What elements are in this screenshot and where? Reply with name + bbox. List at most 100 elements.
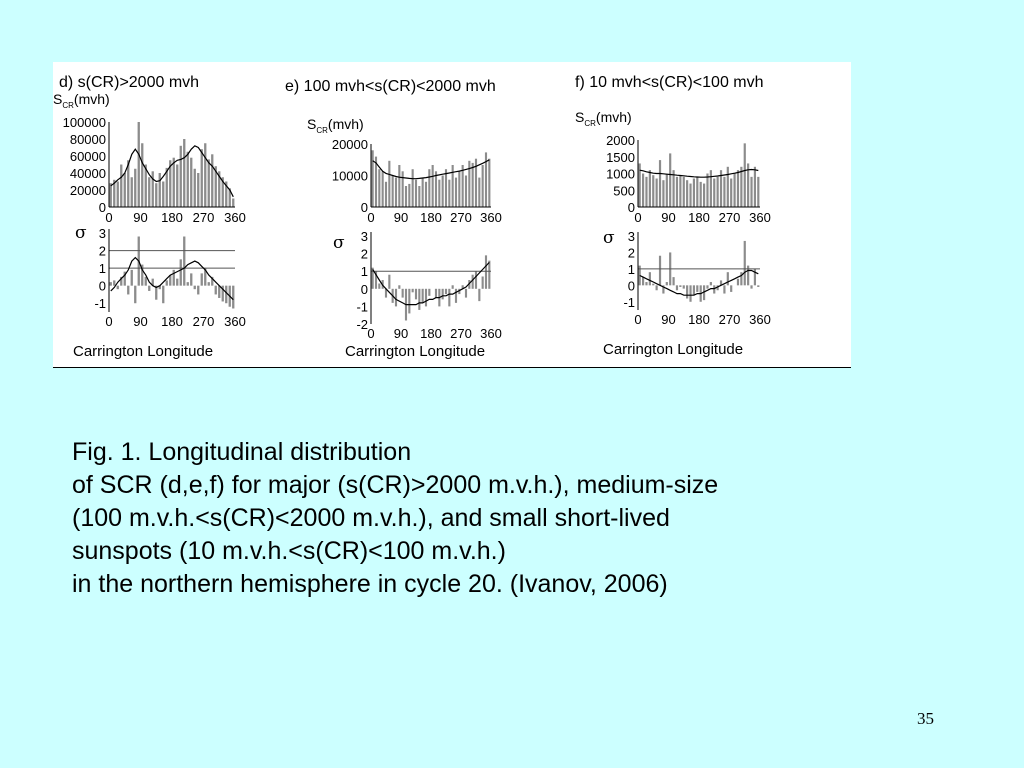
upper-xtick-label: 270 bbox=[450, 210, 472, 225]
upper-bar bbox=[127, 160, 130, 207]
sigma-bar bbox=[179, 259, 182, 286]
sigma-ylabel: σ bbox=[333, 233, 345, 253]
sigma-bar bbox=[672, 277, 675, 286]
caption-line-3: (100 m.v.h.<s(CR)<2000 m.v.h.), and smal… bbox=[72, 504, 670, 532]
upper-bar bbox=[130, 177, 133, 207]
sigma-bar bbox=[190, 273, 193, 286]
sigma-xtick-label: 270 bbox=[193, 314, 215, 329]
upper-ytick-label: 2000 bbox=[606, 133, 635, 148]
upper-bar bbox=[689, 183, 692, 207]
upper-bar bbox=[641, 173, 645, 207]
upper-ytick-label: 40000 bbox=[70, 166, 106, 181]
upper-bar bbox=[137, 122, 140, 207]
upper-bar bbox=[484, 152, 488, 207]
upper-ytick-label: 0 bbox=[99, 200, 106, 215]
sigma-bar bbox=[716, 285, 719, 291]
sigma-bar bbox=[148, 285, 151, 291]
sigma-ytick-label: 3 bbox=[361, 229, 368, 244]
upper-ytick-label: 1500 bbox=[606, 150, 635, 165]
sigma-bar bbox=[723, 285, 726, 294]
sigma-ytick-label: -1 bbox=[623, 295, 635, 310]
sigma-bar bbox=[743, 240, 746, 286]
sigma-bar bbox=[428, 288, 431, 296]
sigma-bar bbox=[378, 283, 381, 289]
upper-bar bbox=[144, 164, 147, 207]
upper-bar bbox=[116, 181, 119, 207]
sigma-bar bbox=[398, 285, 401, 289]
sigma-bar bbox=[176, 278, 179, 286]
sigma-ytick-label: 2 bbox=[99, 244, 106, 259]
upper-xtick-label: 90 bbox=[661, 210, 675, 225]
upper-ylabel: SCR(mvh) bbox=[575, 109, 632, 128]
upper-bar bbox=[709, 170, 712, 207]
sigma-ytick-label: 0 bbox=[361, 282, 368, 297]
sigma-xtick-label: 270 bbox=[450, 326, 472, 341]
upper-bar bbox=[141, 143, 144, 207]
sigma-bar bbox=[665, 282, 668, 286]
upper-ytick-label: 20000 bbox=[332, 137, 368, 152]
upper-ytick-label: 80000 bbox=[70, 132, 106, 147]
upper-bar bbox=[451, 165, 454, 207]
sigma-bar bbox=[468, 280, 471, 289]
sigma-bar bbox=[709, 282, 712, 286]
sigma-bar bbox=[374, 271, 378, 289]
sigma-ylabel: σ bbox=[75, 223, 87, 243]
upper-bar bbox=[658, 160, 662, 207]
sigma-bar bbox=[658, 255, 662, 286]
sigma-ytick-label: 3 bbox=[628, 229, 635, 244]
sigma-bar bbox=[488, 260, 491, 289]
sigma-bar bbox=[736, 278, 740, 286]
sigma-bar bbox=[747, 265, 750, 286]
sigma-bar bbox=[116, 285, 119, 290]
sigma-bar bbox=[454, 288, 458, 303]
upper-bar bbox=[448, 179, 451, 207]
upper-bar bbox=[384, 181, 388, 207]
sigma-bar bbox=[444, 288, 448, 295]
sigma-bar bbox=[655, 285, 658, 291]
chart-title: f) 10 mvh<s(CR)<100 mvh bbox=[575, 74, 764, 91]
sigma-bar bbox=[411, 288, 414, 293]
upper-bar bbox=[162, 181, 165, 207]
upper-bar bbox=[481, 165, 484, 207]
sigma-ytick-label: 0 bbox=[99, 279, 106, 294]
sigma-bar bbox=[414, 288, 418, 300]
upper-bar bbox=[434, 171, 438, 207]
upper-bar bbox=[391, 175, 394, 207]
sigma-xtick-label: 360 bbox=[480, 326, 502, 341]
upper-bar bbox=[179, 145, 182, 207]
sigma-bar bbox=[648, 272, 651, 286]
sigma-ytick-label: -1 bbox=[94, 296, 106, 311]
sigma-bar bbox=[134, 285, 137, 304]
sigma-bar bbox=[408, 288, 411, 314]
upper-ytick-label: 1000 bbox=[606, 167, 635, 182]
upper-bar bbox=[438, 179, 441, 207]
sigma-bar bbox=[211, 276, 214, 286]
upper-bar bbox=[488, 158, 491, 207]
sigma-bar bbox=[130, 269, 133, 286]
upper-xtick-label: 180 bbox=[420, 210, 442, 225]
sigma-ytick-label: 1 bbox=[99, 261, 106, 276]
sigma-ytick-label: -2 bbox=[356, 317, 368, 332]
upper-bar bbox=[394, 177, 398, 207]
upper-bar bbox=[214, 166, 217, 207]
upper-ytick-label: 0 bbox=[361, 200, 368, 215]
upper-xtick-label: 360 bbox=[480, 210, 502, 225]
upper-xtick-label: 0 bbox=[367, 210, 374, 225]
upper-ytick-label: 60000 bbox=[70, 149, 106, 164]
chart-title: e) 100 mvh<s(CR)<2000 mvh bbox=[285, 78, 496, 95]
upper-bar bbox=[228, 188, 231, 207]
upper-bar bbox=[454, 177, 458, 207]
sigma-bar bbox=[120, 276, 123, 286]
sigma-bar bbox=[730, 285, 733, 292]
sigma-bar bbox=[458, 288, 461, 295]
upper-bar bbox=[169, 160, 172, 207]
sigma-xtick-label: 180 bbox=[688, 312, 710, 327]
upper-bar bbox=[723, 176, 726, 207]
upper-xtick-label: 90 bbox=[394, 210, 408, 225]
upper-xtick-label: 270 bbox=[193, 210, 215, 225]
upper-bar bbox=[428, 169, 431, 207]
sigma-bar bbox=[645, 282, 648, 286]
x-axis-label: Carrington Longitude bbox=[73, 343, 213, 360]
sigma-xtick-label: 360 bbox=[749, 312, 771, 327]
sigma-bar bbox=[662, 285, 665, 294]
